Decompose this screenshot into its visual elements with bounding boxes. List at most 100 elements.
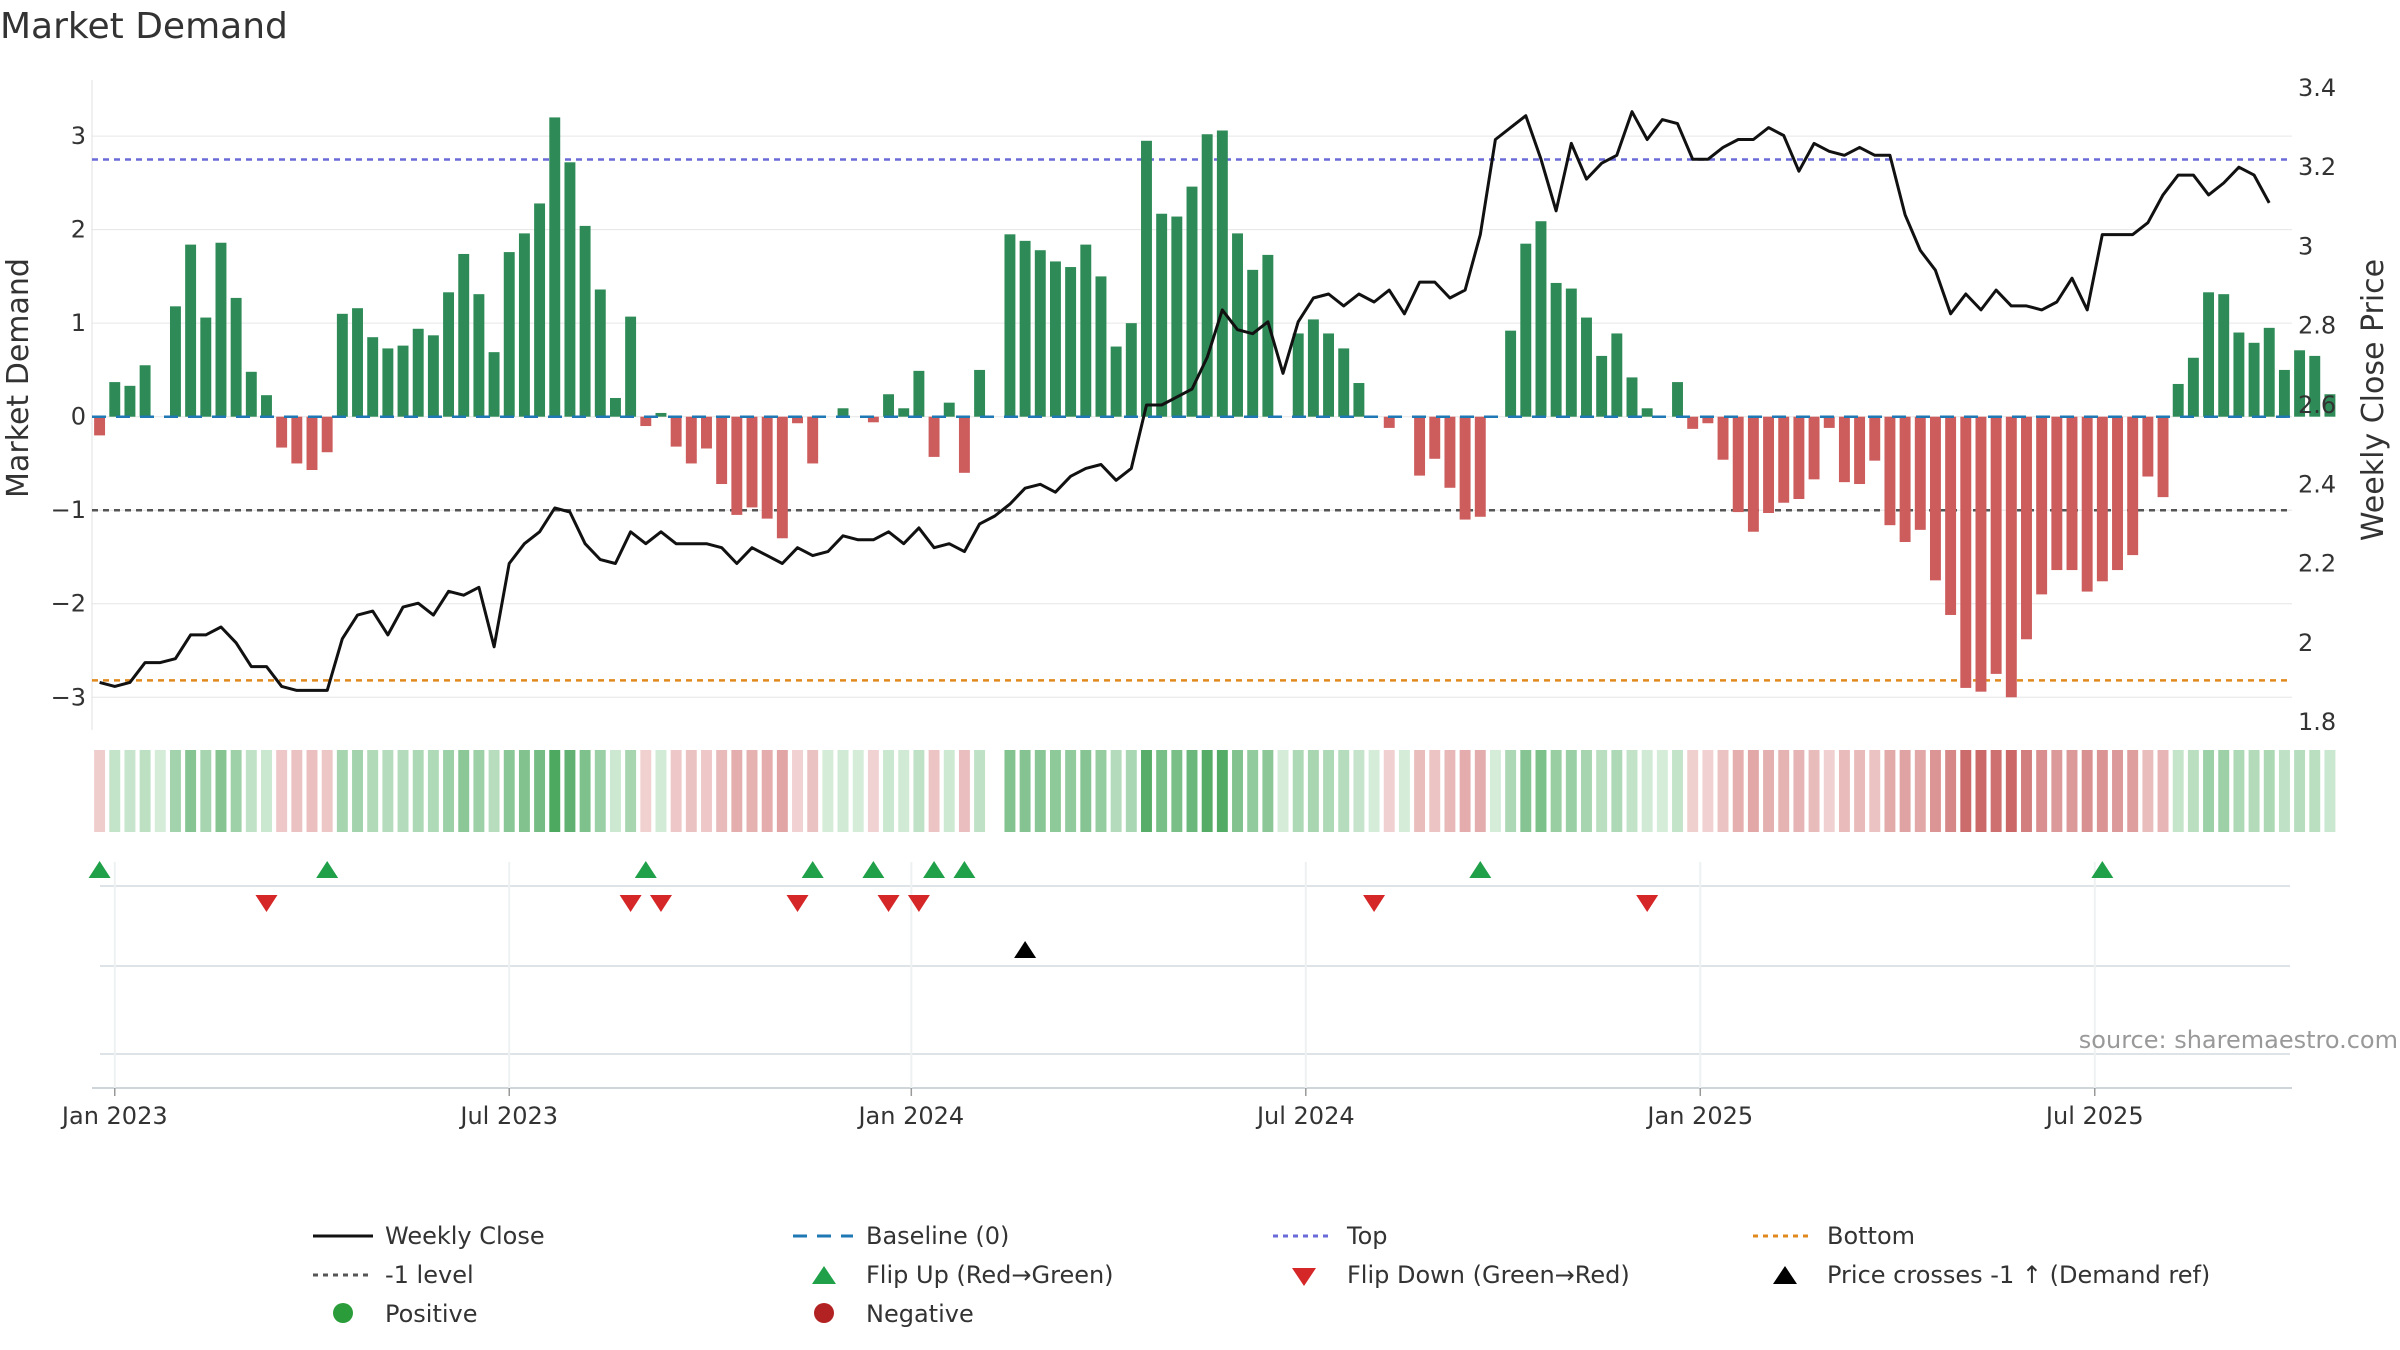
heat-cell bbox=[822, 750, 834, 832]
y-tick-label: 1 bbox=[71, 309, 86, 337]
y2-tick-label: 2.8 bbox=[2298, 312, 2336, 340]
demand-bar-positive bbox=[139, 365, 151, 417]
demand-bar-positive bbox=[1292, 333, 1304, 417]
heat-cell bbox=[792, 750, 803, 832]
heat-cell bbox=[1262, 750, 1274, 832]
y-tick-label: −1 bbox=[51, 496, 86, 524]
heat-cell bbox=[336, 750, 348, 832]
demand-bar-positive bbox=[1611, 333, 1623, 417]
heat-cell bbox=[898, 750, 910, 832]
demand-bar-negative bbox=[716, 416, 728, 485]
legend-top-label: Top bbox=[1346, 1222, 1388, 1250]
demand-bar-positive bbox=[261, 395, 272, 417]
demand-bar-positive bbox=[1019, 240, 1031, 417]
demand-bar-negative bbox=[321, 416, 333, 453]
heat-cell bbox=[1884, 750, 1896, 832]
heat-cell bbox=[291, 750, 303, 832]
heat-cell bbox=[579, 750, 591, 832]
demand-bar-positive bbox=[564, 162, 576, 417]
heat-cell bbox=[1414, 750, 1426, 832]
legend-flip-up-label: Flip Up (Red→Green) bbox=[866, 1261, 1114, 1289]
demand-bar-positive bbox=[109, 382, 121, 417]
legend-minus-one-label: -1 level bbox=[385, 1261, 474, 1289]
demand-bar-positive bbox=[609, 397, 621, 417]
demand-bar-positive bbox=[1505, 330, 1517, 417]
demand-bar-positive bbox=[1080, 244, 1092, 417]
heat-cell bbox=[534, 750, 546, 832]
heat-cell bbox=[913, 750, 925, 832]
heat-cell bbox=[1474, 750, 1486, 832]
demand-bar-negative bbox=[1717, 416, 1729, 460]
demand-bar-positive bbox=[1065, 267, 1077, 417]
demand-bar-negative bbox=[792, 416, 803, 424]
demand-bar-positive bbox=[655, 412, 667, 417]
heat-cell bbox=[2005, 750, 2017, 832]
demand-bar-positive bbox=[1550, 282, 1562, 417]
heat-cell bbox=[2172, 750, 2184, 832]
y-tick-label: −3 bbox=[51, 683, 86, 711]
demand-bar-positive bbox=[2203, 292, 2215, 417]
flip-up-marker bbox=[923, 861, 946, 878]
demand-bar-positive bbox=[336, 313, 348, 417]
demand-bar-negative bbox=[1459, 416, 1471, 520]
demand-bar-positive bbox=[2172, 383, 2184, 417]
legend-cross-icon bbox=[1773, 1266, 1797, 1284]
y2-tick-label: 3.4 bbox=[2298, 74, 2336, 102]
legend-positive-icon bbox=[333, 1303, 353, 1323]
demand-bar-positive bbox=[1171, 216, 1183, 417]
heat-cell bbox=[2081, 750, 2093, 832]
demand-bar-negative bbox=[1747, 416, 1759, 532]
demand-bar-negative bbox=[1414, 416, 1426, 476]
heat-cell bbox=[1110, 750, 1122, 832]
heat-cell bbox=[230, 750, 242, 832]
x-tick-label: Jan 2024 bbox=[856, 1102, 964, 1130]
heat-cell bbox=[958, 750, 970, 832]
legend-flip-up-icon bbox=[812, 1266, 836, 1284]
heat-cell bbox=[352, 750, 363, 832]
flip-down-marker bbox=[619, 895, 642, 912]
y2-tick-label: 2 bbox=[2298, 629, 2313, 657]
heat-cell bbox=[1247, 750, 1259, 832]
demand-bar-negative bbox=[1929, 416, 1941, 581]
heat-cell bbox=[1672, 750, 1683, 832]
heat-cell bbox=[1717, 750, 1729, 832]
heat-cell bbox=[443, 750, 455, 832]
demand-bar-positive bbox=[230, 297, 242, 417]
flip-up-marker bbox=[316, 861, 339, 878]
demand-bar-negative bbox=[958, 416, 970, 473]
demand-bar-positive bbox=[1186, 186, 1198, 417]
demand-bar-negative bbox=[807, 416, 819, 464]
heat-cell bbox=[974, 750, 986, 832]
y-tick-label: 2 bbox=[71, 216, 86, 244]
heat-cell bbox=[124, 750, 136, 832]
heat-cell bbox=[1292, 750, 1304, 832]
demand-bar-positive bbox=[579, 225, 591, 417]
heat-cell bbox=[1368, 750, 1380, 832]
heat-cell bbox=[245, 750, 257, 832]
heat-cell bbox=[1793, 750, 1805, 832]
demand-bar-positive bbox=[1141, 140, 1152, 417]
demand-bar-negative bbox=[1854, 416, 1866, 485]
demand-bar-negative bbox=[1823, 416, 1835, 428]
flip-down-marker bbox=[907, 895, 930, 912]
x-tick-label: Jul 2024 bbox=[1255, 1102, 1355, 1130]
heat-cell bbox=[2036, 750, 2048, 832]
heat-cell bbox=[2248, 750, 2260, 832]
heat-cell bbox=[2324, 750, 2336, 832]
heat-cell bbox=[2051, 750, 2063, 832]
legend-flip-down-label: Flip Down (Green→Red) bbox=[1347, 1261, 1630, 1289]
heat-cell bbox=[1626, 750, 1638, 832]
demand-bar-positive bbox=[2263, 327, 2275, 417]
heat-cell bbox=[1687, 750, 1699, 832]
demand-bar-negative bbox=[2142, 416, 2154, 477]
demand-bar-negative bbox=[2127, 416, 2139, 556]
heat-cell bbox=[503, 750, 515, 832]
demand-bar-positive bbox=[2248, 342, 2260, 417]
heat-cell bbox=[1049, 750, 1061, 832]
demand-bar-positive bbox=[1338, 348, 1350, 417]
demand-bar-positive bbox=[2233, 332, 2245, 417]
heat-cell bbox=[2218, 750, 2230, 832]
demand-bar-positive bbox=[898, 408, 910, 417]
heat-cell bbox=[761, 750, 773, 832]
weekly-close-line-group bbox=[99, 110, 2271, 692]
